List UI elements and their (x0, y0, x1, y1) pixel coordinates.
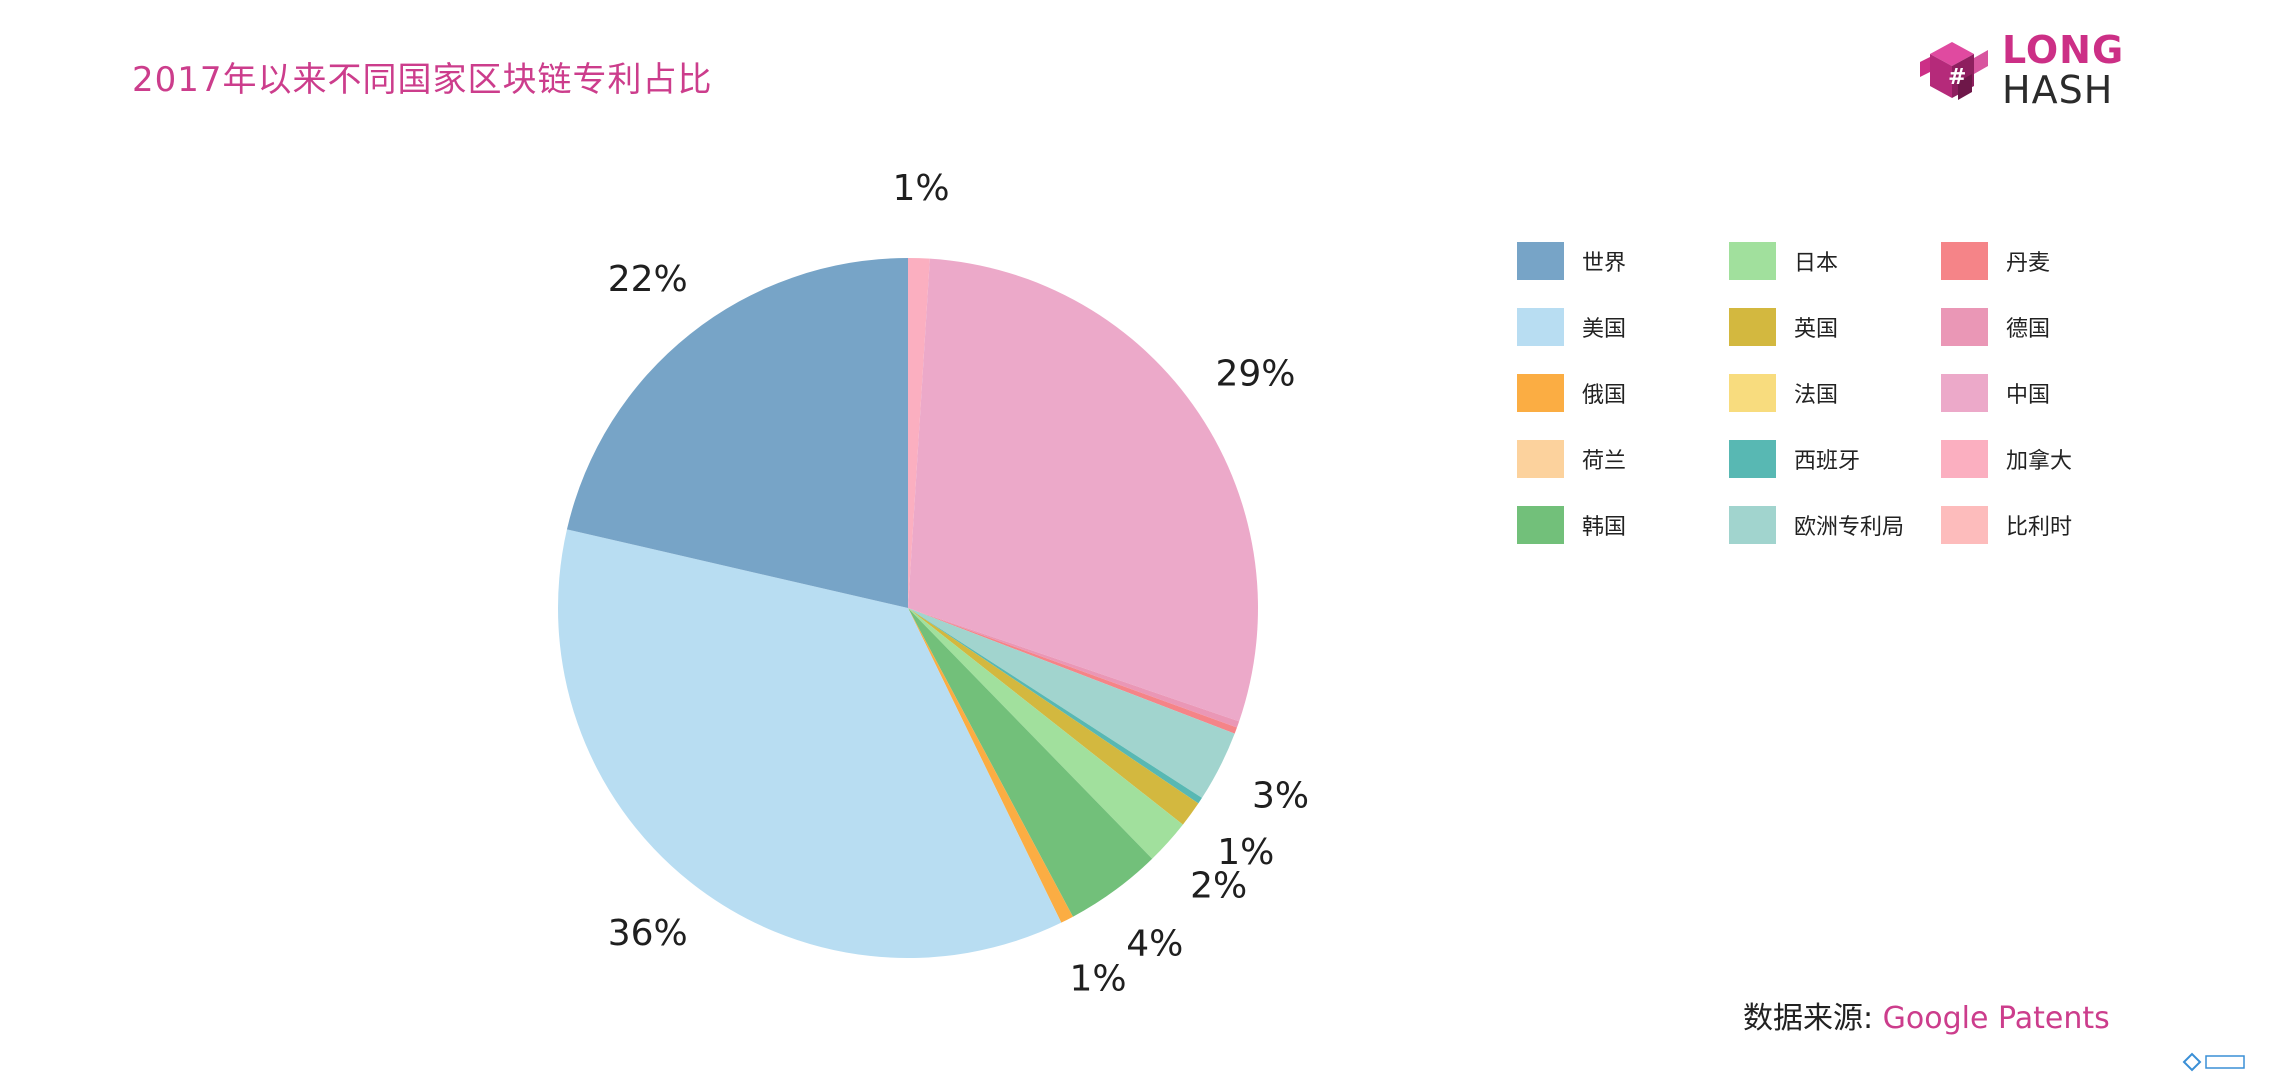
pie-slice-10 (558, 529, 1062, 958)
legend-swatch (1941, 440, 1988, 478)
pie-slice-8 (908, 608, 1153, 917)
pie-slice-4 (908, 608, 1235, 798)
legend-label: 美国 (1582, 317, 1627, 342)
legend-label: 韩国 (1582, 515, 1627, 540)
pie-label-7: 2% (1190, 866, 1247, 907)
legend-item: 美国 (1517, 307, 1626, 347)
legend-swatch (1941, 242, 1988, 280)
pie-slice-9 (908, 608, 1073, 923)
pie-slice-11 (566, 258, 908, 608)
pie-label-8: 4% (1126, 923, 1183, 964)
legend-swatch (1517, 242, 1564, 280)
legend-item: 欧洲专利局 (1729, 505, 1904, 545)
legend-label: 丹麦 (2006, 251, 2051, 276)
legend-item: 法国 (1729, 373, 1838, 413)
legend-swatch (1941, 374, 1988, 412)
source-link[interactable]: Google Patents (1882, 1001, 2110, 1036)
legend-item: 比利时 (1941, 505, 2072, 545)
legend-item: 日本 (1729, 241, 1838, 281)
pie-label-1: 29% (1216, 354, 1296, 395)
legend-item: 中国 (1941, 373, 2050, 413)
legend-item: 德国 (1941, 307, 2050, 347)
pie-slice-2 (908, 608, 1240, 728)
legend-item: 加拿大 (1941, 439, 2072, 479)
legend-swatch (1729, 506, 1776, 544)
pie-label-11: 22% (608, 259, 688, 300)
legend-label: 欧洲专利局 (1794, 515, 1905, 540)
chart-legend: 世界美国俄国荷兰韩国 日本英国法国西班牙欧洲专利局 丹麦德国中国加拿大比利时 (1517, 241, 2157, 551)
legend-swatch (1517, 506, 1564, 544)
legend-label: 德国 (2006, 317, 2051, 342)
legend-label: 比利时 (2006, 515, 2073, 540)
pie-slice-7 (908, 608, 1183, 859)
logo-line2: HASH (2002, 68, 2114, 112)
legend-item: 荷兰 (1517, 439, 1626, 479)
legend-label: 荷兰 (1582, 449, 1627, 474)
legend-item: 西班牙 (1729, 439, 1860, 479)
legend-item: 俄国 (1517, 373, 1626, 413)
pie-label-9: 1% (1069, 958, 1126, 999)
legend-label: 俄国 (1582, 383, 1627, 408)
legend-item: 世界 (1517, 241, 1626, 281)
legend-label: 中国 (2006, 383, 2051, 408)
legend-label: 西班牙 (1794, 449, 1861, 474)
legend-swatch (1517, 374, 1564, 412)
pie-slice-3 (908, 608, 1237, 734)
legend-swatch (1729, 374, 1776, 412)
logo-line1: LONG (2002, 28, 2125, 72)
legend-swatch (1729, 308, 1776, 346)
pie-label-4: 3% (1252, 775, 1309, 816)
data-source: 数据来源: Google Patents (1743, 993, 2110, 1037)
legend-label: 法国 (1794, 383, 1839, 408)
legend-label: 加拿大 (2006, 449, 2073, 474)
legend-item: 丹麦 (1941, 241, 2050, 281)
pie-slice-5 (908, 608, 1202, 804)
legend-item: 英国 (1729, 307, 1838, 347)
legend-item: 韩国 (1517, 505, 1626, 545)
pie-slices (558, 258, 1259, 958)
pie-label-0: 1% (893, 168, 950, 209)
legend-swatch (1517, 440, 1564, 478)
legend-label: 世界 (1582, 251, 1627, 276)
longhash-logo: # LONG HASH (1918, 28, 2138, 118)
longhash-mascot-icon: # (1920, 42, 1988, 100)
legend-swatch (1941, 506, 1988, 544)
legend-swatch (1941, 308, 1988, 346)
pie-label-6: 1% (1217, 832, 1274, 873)
pie-label-10: 36% (608, 913, 688, 954)
legend-label: 英国 (1794, 317, 1839, 342)
pie-slice-6 (908, 608, 1199, 825)
chart-title: 2017年以来不同国家区块链专利占比 (132, 60, 713, 100)
legend-swatch (1517, 308, 1564, 346)
legend-swatch (1729, 242, 1776, 280)
legend-swatch (1729, 440, 1776, 478)
watermark-icon (2182, 1052, 2245, 1072)
svg-text:#: # (1948, 65, 1966, 90)
pie-slice-1 (908, 258, 1259, 722)
pie-slice-0 (908, 258, 930, 608)
pie-labels: 1%29%3%1%2%4%1%36%22% (608, 168, 1309, 999)
source-label: 数据来源: (1743, 1001, 1883, 1036)
legend-label: 日本 (1794, 251, 1839, 276)
